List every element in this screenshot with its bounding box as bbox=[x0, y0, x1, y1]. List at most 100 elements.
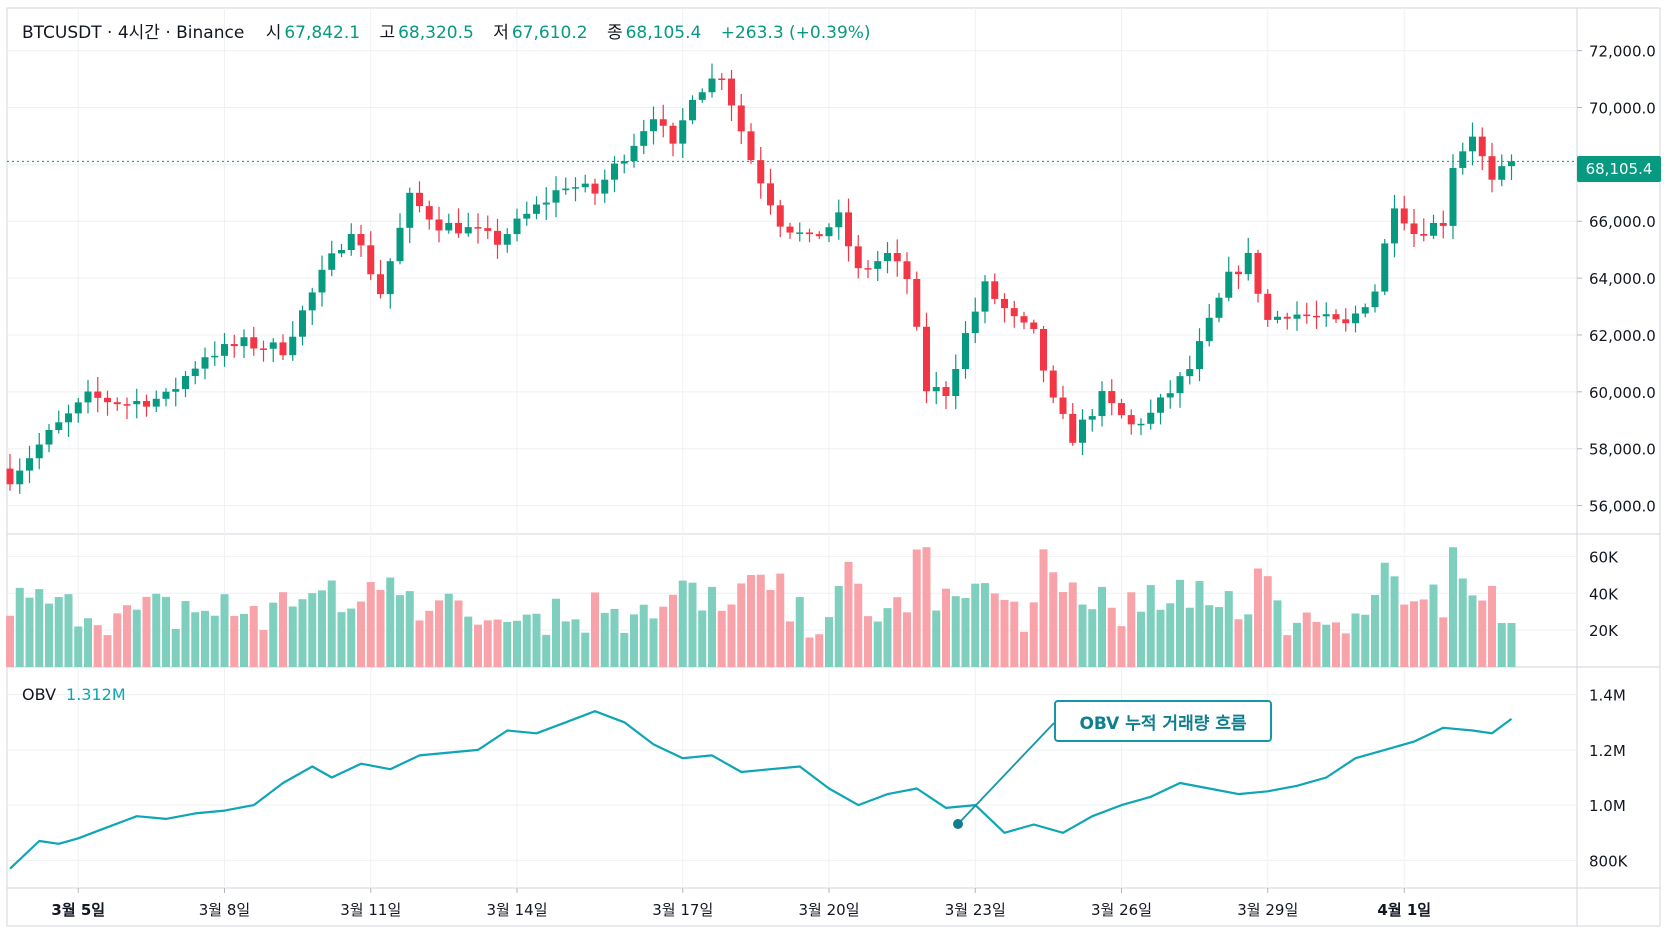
volume-bar bbox=[25, 597, 34, 667]
candle-body bbox=[893, 253, 901, 262]
volume-bar bbox=[825, 617, 833, 667]
volume-bar bbox=[405, 591, 414, 667]
volume-bar bbox=[795, 597, 804, 667]
date-tick-label: 3월 8일 bbox=[199, 901, 250, 919]
symbol-title[interactable]: BTCUSDT · 4시간 · Binance bbox=[22, 23, 245, 43]
volume-bar bbox=[552, 598, 560, 667]
volume-bar bbox=[376, 589, 385, 667]
volume-bar bbox=[357, 601, 365, 667]
volume-bar bbox=[503, 621, 512, 667]
volume-bar bbox=[1273, 600, 1282, 667]
price-tick-label: 66,000.0 bbox=[1589, 213, 1656, 231]
volume-bars bbox=[6, 547, 1516, 667]
candle-body bbox=[581, 183, 589, 188]
candle-body bbox=[533, 204, 540, 214]
volume-bar bbox=[1039, 549, 1048, 667]
candle-body bbox=[776, 205, 784, 227]
candle-body bbox=[299, 310, 306, 337]
chart-frame bbox=[6, 7, 1661, 927]
candle-body bbox=[1127, 415, 1135, 425]
volume-bar bbox=[318, 590, 326, 667]
candle-body bbox=[991, 281, 999, 299]
close-label: 종 bbox=[606, 23, 623, 43]
obv-annotation[interactable]: OBV 누적 거래량 흐름 bbox=[1054, 700, 1272, 742]
volume-bar bbox=[6, 615, 14, 667]
candle-body bbox=[503, 234, 511, 245]
candle-body bbox=[825, 227, 833, 237]
volume-bar bbox=[903, 612, 911, 667]
volume-bar bbox=[113, 613, 122, 667]
volume-bar bbox=[942, 588, 950, 667]
candle-body bbox=[650, 119, 657, 132]
candle-body bbox=[1040, 328, 1047, 371]
obv-name[interactable]: OBV bbox=[22, 685, 57, 704]
candle-body bbox=[16, 470, 24, 485]
candle-body bbox=[269, 342, 277, 349]
candle-body bbox=[1215, 297, 1223, 318]
candle-body bbox=[1079, 419, 1086, 443]
candle-body bbox=[1069, 413, 1077, 443]
volume-bar bbox=[766, 589, 775, 667]
candle-body bbox=[1196, 341, 1203, 370]
candle-body bbox=[260, 348, 267, 350]
volume-tick-label: 60K bbox=[1589, 548, 1619, 566]
candle-body bbox=[494, 230, 501, 245]
volume-bar bbox=[201, 610, 209, 667]
volume-bar bbox=[220, 594, 229, 667]
price-tick-label: 70,000.0 bbox=[1589, 100, 1656, 118]
candle-body bbox=[1010, 308, 1018, 317]
candle-body bbox=[347, 234, 355, 251]
candle-body bbox=[1186, 369, 1194, 377]
price-tick-label: 56,000.0 bbox=[1589, 498, 1656, 516]
volume-bar bbox=[415, 620, 424, 667]
candle-body bbox=[1420, 234, 1428, 236]
volume-bar bbox=[688, 582, 697, 667]
candle-body bbox=[728, 78, 735, 106]
volume-bar bbox=[230, 615, 239, 667]
volume-bar bbox=[1380, 562, 1389, 667]
candle-body bbox=[230, 344, 238, 347]
volume-bar bbox=[1322, 624, 1331, 667]
volume-bar bbox=[542, 634, 551, 667]
volume-bar bbox=[1088, 609, 1097, 667]
date-tick-label: 3월 23일 bbox=[945, 901, 1006, 919]
volume-bar bbox=[191, 612, 200, 667]
volume-bar bbox=[1283, 635, 1292, 667]
candle-body bbox=[737, 105, 745, 132]
candle-body bbox=[1439, 223, 1447, 226]
high-label: 고 bbox=[379, 23, 396, 43]
candle-body bbox=[1332, 314, 1340, 320]
date-tick-label: 3월 11일 bbox=[340, 901, 401, 919]
low-value: 67,610.2 bbox=[511, 23, 588, 43]
volume-bar bbox=[669, 594, 677, 667]
volume-bar bbox=[1224, 591, 1233, 667]
candle-body bbox=[6, 468, 14, 485]
candle-body bbox=[698, 92, 706, 100]
volume-bar bbox=[620, 633, 629, 667]
volume-bar bbox=[756, 574, 765, 667]
volume-bar bbox=[815, 634, 824, 667]
candle-body bbox=[854, 246, 862, 269]
candle-body bbox=[308, 292, 316, 311]
volume-bar bbox=[1029, 602, 1038, 667]
candle-body bbox=[542, 202, 550, 205]
volume-bar bbox=[727, 604, 736, 667]
candle-body bbox=[1430, 223, 1437, 236]
candle-body bbox=[796, 232, 804, 234]
candle-body bbox=[240, 337, 248, 347]
volume-bar bbox=[522, 614, 531, 667]
candle-body bbox=[1410, 223, 1418, 235]
volume-bar bbox=[532, 613, 541, 667]
candle-body bbox=[396, 227, 404, 262]
candle-body bbox=[1381, 243, 1389, 292]
candle-body bbox=[35, 444, 43, 459]
volume-bar bbox=[93, 625, 102, 667]
candle-body bbox=[513, 218, 521, 235]
volume-bar bbox=[454, 600, 463, 667]
open-value: 67,842.1 bbox=[284, 23, 361, 43]
candle-body bbox=[747, 131, 755, 161]
volume-bar bbox=[698, 610, 707, 667]
candle-body bbox=[786, 226, 794, 233]
candle-body bbox=[1361, 307, 1369, 314]
